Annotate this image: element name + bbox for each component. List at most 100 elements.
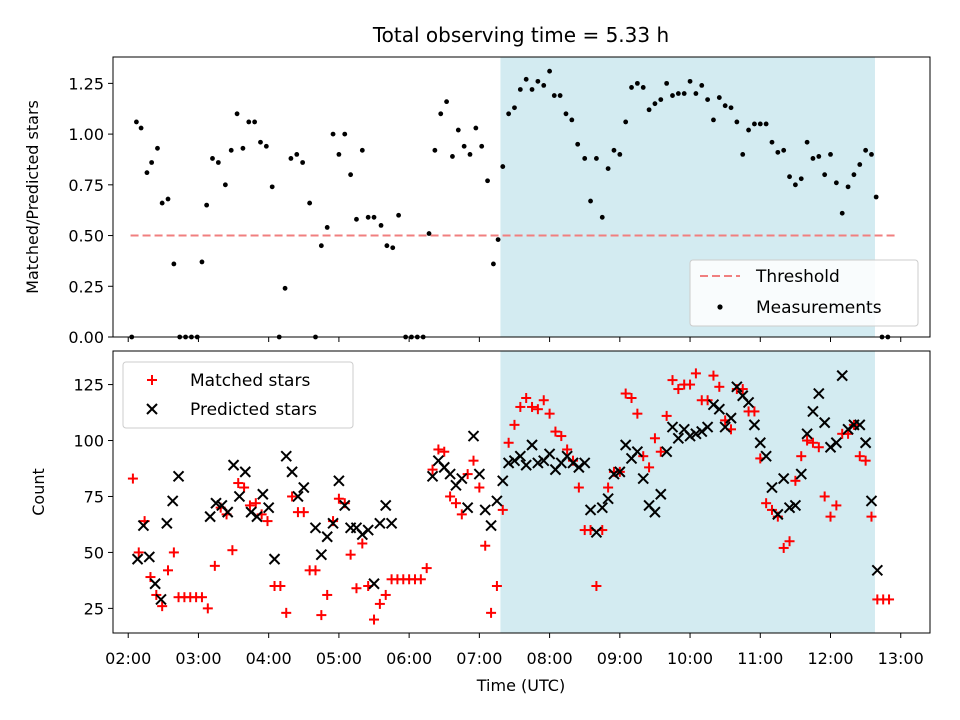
matched-point — [427, 464, 438, 475]
measurement-point — [252, 119, 258, 125]
matched-point — [133, 547, 144, 558]
measurement-point — [485, 178, 490, 184]
predicted-point — [660, 446, 673, 458]
predicted-point — [614, 466, 626, 478]
matched-point — [673, 384, 684, 395]
measurement-point — [171, 261, 177, 267]
measurement-point — [640, 85, 646, 90]
bottom-y-tick-label: 25 — [84, 599, 104, 618]
predicted-point — [713, 403, 726, 415]
predicted-point — [280, 450, 292, 462]
measurement-point — [693, 91, 699, 96]
measurement-point — [599, 214, 605, 220]
x-tick-label: 02:00 — [105, 649, 151, 668]
matched-point — [491, 581, 502, 591]
predicted-point — [137, 519, 150, 532]
matched-point — [644, 462, 655, 473]
matched-point — [521, 393, 532, 403]
measurement-point — [634, 80, 640, 86]
matched-point — [591, 581, 602, 591]
measurement-point — [781, 147, 787, 153]
measurement-point — [155, 145, 160, 151]
matched-point — [421, 563, 432, 574]
legend-x-marker-icon — [146, 403, 158, 415]
matched-point — [860, 455, 871, 466]
predicted-point — [210, 497, 222, 509]
measurement-point — [588, 198, 593, 204]
matched-point — [884, 594, 895, 605]
predicted-point — [292, 490, 304, 503]
measurement-point — [336, 151, 342, 157]
matched-point — [281, 607, 292, 618]
predicted-point — [309, 522, 322, 534]
matched-point — [778, 542, 789, 553]
predicted-point — [520, 459, 532, 471]
measurement-point — [512, 105, 517, 111]
predicted-point — [426, 470, 439, 483]
predicted-point — [172, 470, 185, 483]
measurement-point — [354, 216, 359, 222]
measurement-point — [541, 83, 547, 88]
matched-point — [807, 437, 818, 448]
matched-point — [603, 482, 614, 493]
predicted-point — [701, 421, 714, 433]
predicted-point — [262, 501, 275, 514]
measurement-point — [728, 105, 734, 111]
predicted-point — [766, 481, 778, 494]
predicted-point — [456, 472, 468, 485]
top-y-tick-label: 0.75 — [68, 176, 104, 195]
matched-point — [714, 381, 725, 392]
measurement-point — [670, 93, 675, 98]
matched-point — [456, 509, 467, 520]
matched-point — [784, 536, 795, 547]
x-axis-label: Time (UTC) — [476, 676, 565, 695]
matched-point — [157, 601, 168, 612]
measurement-point — [623, 119, 629, 125]
matched-point — [298, 507, 309, 518]
top-y-tick-label: 1.25 — [68, 74, 104, 93]
matched-point — [196, 592, 207, 603]
measurement-point — [444, 99, 449, 105]
predicted-point — [590, 526, 603, 538]
matched-point — [515, 401, 526, 412]
matched-point — [766, 504, 777, 515]
bottom-y-axis-label: Count — [29, 468, 48, 516]
predicted-point — [166, 495, 179, 507]
measurement-point — [149, 160, 155, 165]
top-y-tick-label: 1.00 — [68, 125, 104, 144]
matched-point — [316, 610, 327, 621]
predicted-point — [760, 450, 772, 462]
matched-point — [287, 491, 298, 502]
predicted-point — [672, 432, 685, 444]
predicted-point — [315, 548, 328, 561]
measurement-point — [348, 172, 354, 178]
matched-point — [239, 482, 250, 493]
bottom-y-tick-label: 50 — [84, 543, 104, 562]
top-y-tick-label: 0.00 — [68, 328, 104, 347]
measurement-point — [681, 91, 687, 96]
measurement-point — [851, 172, 857, 178]
measurement-point — [479, 143, 485, 149]
predicted-point — [485, 519, 497, 532]
matched-point — [655, 446, 666, 457]
predicted-point — [333, 475, 345, 487]
measurement-point — [222, 182, 228, 188]
predicted-point — [865, 495, 878, 507]
matched-point — [556, 431, 567, 442]
predicted-point — [807, 405, 819, 418]
predicted-point — [789, 499, 802, 512]
measurement-point — [711, 117, 716, 123]
predicted-point — [584, 504, 597, 516]
measurement-point — [535, 78, 541, 84]
predicted-point — [532, 457, 544, 469]
predicted-point — [830, 437, 843, 449]
predicted-point — [731, 381, 743, 393]
predicted-point — [783, 501, 796, 514]
top-y-axis-label: Matched/Predicted stars — [23, 100, 42, 294]
legend-threshold-label: Threshold — [755, 267, 840, 287]
matched-point — [322, 589, 333, 600]
measurement-point — [324, 225, 330, 230]
measurement-point — [629, 85, 634, 90]
measurement-point — [491, 261, 496, 267]
predicted-point — [227, 459, 240, 471]
